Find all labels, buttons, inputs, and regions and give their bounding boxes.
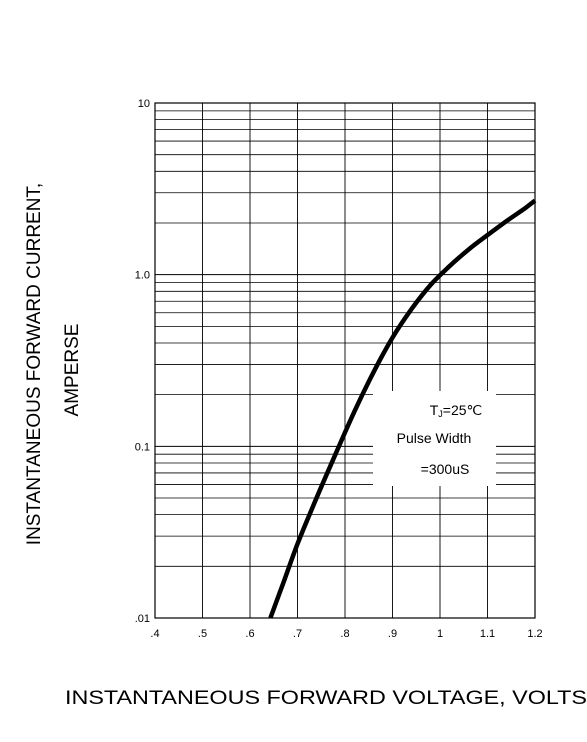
annotation-pulse-width: Pulse Width bbox=[397, 430, 472, 446]
x-tick-label: .8 bbox=[340, 628, 349, 640]
x-tick-label: .5 bbox=[198, 628, 207, 640]
annotation-t-rest: =25℃ bbox=[443, 402, 482, 418]
y-axis-title-line1: INSTANTANEOUS FORWARD CURRENT, bbox=[24, 183, 45, 545]
x-tick-label: 1 bbox=[437, 628, 443, 640]
forward-current-curve bbox=[268, 198, 537, 619]
x-tick-label: .9 bbox=[388, 628, 397, 640]
x-tick-label: .4 bbox=[150, 628, 159, 640]
y-tick-label: .01 bbox=[135, 613, 150, 625]
x-axis-title: INSTANTANEOUS FORWARD VOLTAGE, VOLTS bbox=[65, 688, 587, 709]
grid bbox=[154, 103, 536, 619]
series-layer bbox=[268, 198, 537, 619]
x-tick-labels: .4 .5 .6 .7 .8 .9 1 1.1 1.2 bbox=[150, 628, 542, 640]
y-tick-labels: .01 0.1 1.0 10 bbox=[135, 98, 150, 625]
annotation-temperature: TJ=25℃ bbox=[430, 402, 483, 419]
y-axis-title-line2: AMPERSE bbox=[62, 324, 83, 417]
annotation-t-main: T bbox=[430, 402, 439, 418]
x-tick-label: .7 bbox=[293, 628, 302, 640]
y-tick-label: 0.1 bbox=[135, 441, 150, 453]
annotation-box bbox=[373, 391, 496, 486]
y-tick-label: 10 bbox=[138, 98, 150, 110]
annotation-pulse-duration: =300uS bbox=[421, 461, 470, 477]
x-tick-label: .6 bbox=[245, 628, 254, 640]
plot-frame bbox=[154, 102, 536, 619]
x-tick-label: 1.1 bbox=[480, 628, 495, 640]
x-tick-label: 1.2 bbox=[527, 628, 542, 640]
y-tick-label: 1.0 bbox=[135, 270, 150, 282]
annotation-t-sub: J bbox=[438, 409, 443, 419]
